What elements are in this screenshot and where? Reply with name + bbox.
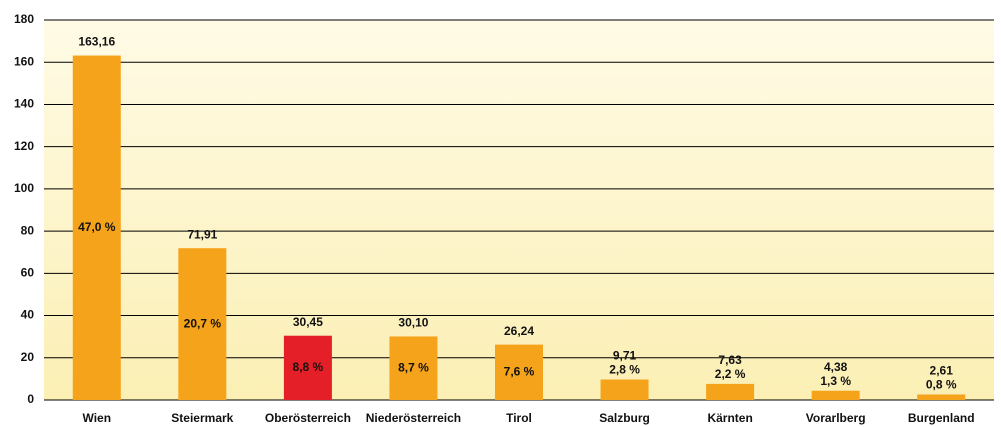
y-tick-label: 80: [21, 223, 35, 237]
share-label: 47,0 %: [78, 220, 116, 234]
x-tick-label: Kärnten: [707, 411, 752, 425]
share-label: 0,8 %: [926, 378, 957, 392]
share-label: 8,8 %: [293, 360, 324, 374]
y-tick-label: 20: [21, 350, 35, 364]
bar: [917, 394, 966, 400]
x-tick-label: Wien: [82, 411, 111, 425]
value-label: 30,45: [293, 315, 323, 329]
bar: [178, 248, 227, 400]
y-tick-label: 100: [14, 181, 34, 195]
y-tick-label: 0: [27, 392, 34, 406]
y-tick-label: 140: [14, 97, 34, 111]
value-label: 2,61: [930, 364, 954, 378]
value-label: 26,24: [504, 324, 534, 338]
y-tick-label: 40: [21, 308, 35, 322]
value-label: 71,91: [187, 227, 217, 241]
x-tick-label: Niederösterreich: [366, 411, 461, 425]
share-label: 20,7 %: [184, 316, 222, 330]
share-label: 2,2 %: [715, 367, 746, 381]
value-label: 4,38: [824, 360, 848, 374]
bar: [389, 336, 438, 400]
bar: [283, 335, 332, 400]
x-tick-label: Oberösterreich: [265, 411, 351, 425]
x-tick-label: Steiermark: [171, 411, 233, 425]
x-tick-label: Burgenland: [908, 411, 975, 425]
x-tick-label: Salzburg: [599, 411, 650, 425]
bar: [811, 390, 860, 400]
value-label: 30,10: [398, 316, 428, 330]
value-label: 7,63: [718, 353, 742, 367]
bar: [706, 383, 755, 400]
bar: [600, 379, 649, 400]
bar: [495, 344, 543, 400]
y-tick-label: 60: [21, 266, 35, 280]
share-label: 2,8 %: [609, 363, 640, 377]
y-tick-label: 180: [14, 12, 34, 26]
value-label: 163,16: [78, 35, 115, 49]
share-label: 7,6 %: [504, 364, 535, 378]
bar: [72, 55, 121, 400]
y-tick-label: 120: [14, 139, 34, 153]
share-label: 1,3 %: [820, 374, 851, 388]
value-label: 9,71: [613, 349, 637, 363]
y-tick-label: 160: [14, 54, 34, 68]
x-tick-label: Tirol: [506, 411, 532, 425]
x-tick-label: Vorarlberg: [806, 411, 866, 425]
share-label: 8,7 %: [398, 360, 429, 374]
